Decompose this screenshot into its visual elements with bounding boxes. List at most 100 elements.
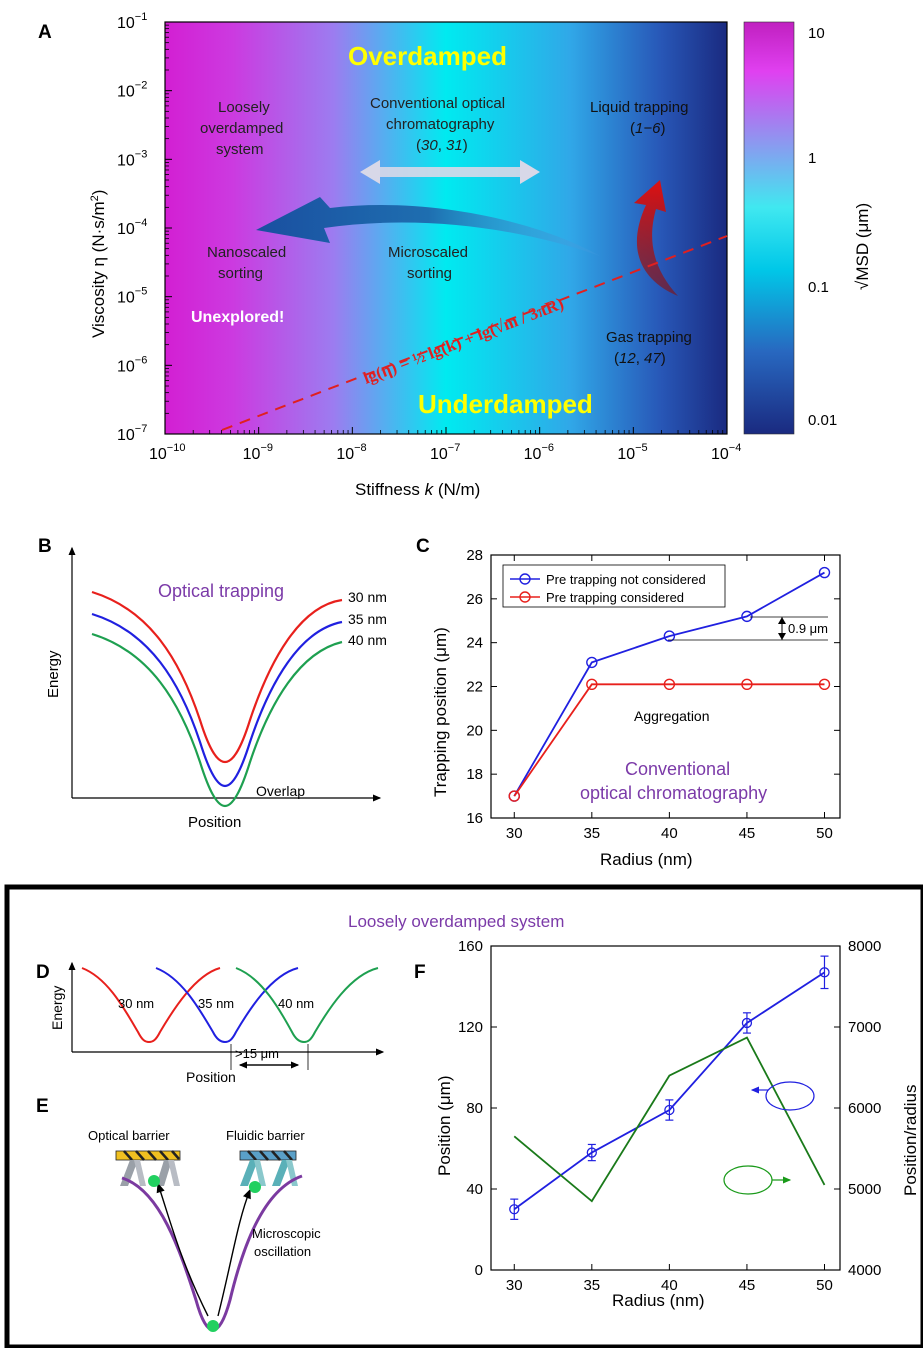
x-tick-label: 50 — [816, 825, 833, 842]
colorbar-tick: 0.1 — [808, 279, 829, 296]
x-tick-label: 35 — [583, 1277, 600, 1294]
y-tick-label: 24 — [466, 635, 483, 652]
y-tick-label: 18 — [466, 766, 483, 783]
x-tick-label: 30 — [506, 825, 523, 842]
data-point — [819, 967, 830, 978]
liquid-trapping-label: Liquid trapping — [590, 99, 688, 116]
panel-b: B Optical trapping 30 nm 35 nm 40 nm Ove… — [38, 536, 387, 831]
x-tick-label: 45 — [739, 825, 756, 842]
oscillation-arrow-right — [217, 1188, 251, 1317]
x-tick-label: 40 — [661, 1277, 678, 1294]
y-tick-label: 10−7 — [117, 423, 147, 444]
x-tick-label: 35 — [583, 825, 600, 842]
x-tick-label: 10−7 — [430, 442, 460, 463]
right-y-tick-label: 4000 — [848, 1262, 881, 1279]
loosely-label-line3: system — [216, 141, 264, 158]
x-axis-label: Radius (nm) — [612, 1291, 705, 1310]
panel-c-label: C — [416, 536, 430, 557]
y-tick-label: 22 — [466, 679, 483, 696]
oscillation-arrow-left — [156, 1182, 209, 1317]
x-tick-label: 10−4 — [711, 442, 741, 463]
x-tick-label: 10−6 — [524, 442, 554, 463]
left-y-tick-label: 0 — [475, 1262, 483, 1279]
y-tick-label: 10−5 — [117, 286, 147, 307]
data-point — [741, 610, 753, 623]
panel-c-series — [508, 566, 831, 802]
y-tick-label: 10−4 — [117, 217, 147, 238]
data-point — [664, 1104, 675, 1116]
particle-icon — [249, 1181, 261, 1193]
right-y-tick-label: 6000 — [848, 1100, 881, 1117]
data-point — [586, 1147, 597, 1158]
oscillation-label-line2: oscillation — [254, 1244, 311, 1259]
microscaled-label-line1: Microscaled — [388, 244, 468, 261]
y-tick-label: 28 — [466, 547, 483, 564]
data-point — [818, 566, 831, 579]
energy-curve-40nm — [91, 632, 343, 808]
legend-entry: Pre trapping considered — [546, 590, 684, 605]
data-point — [663, 630, 676, 642]
x-tick-label: 40 — [661, 825, 678, 842]
y-tick-label: 10−2 — [117, 80, 147, 101]
right-axis-indicator — [723, 1165, 773, 1195]
liquid-trapping-refs: (1−6) — [630, 120, 665, 137]
underdamped-label: Underdamped — [418, 389, 593, 419]
colorbar-tick: 0.01 — [808, 412, 837, 429]
energy-curve-30nm — [91, 590, 343, 764]
overdamped-label: Overdamped — [348, 41, 507, 71]
data-point — [741, 678, 753, 691]
box-header: Loosely overdamped system — [348, 912, 564, 931]
x-axis-label: Radius (nm) — [600, 850, 693, 869]
panel-a-label: A — [38, 22, 52, 43]
y-tick-label: 26 — [466, 591, 483, 608]
left-y-tick-label: 160 — [458, 938, 483, 955]
blue-sweep-arrow-icon — [256, 197, 600, 256]
series-line-0 — [513, 571, 825, 797]
x-axis-ticks: 10−10 10−9 10−8 10−7 10−6 10−5 10−4 — [149, 427, 741, 463]
gap-annotation: 0.9 μm — [668, 616, 828, 641]
oscillation-label-line1: Microscopic — [252, 1226, 321, 1241]
left-y-tick-label: 120 — [458, 1019, 483, 1036]
y-tick-label: 16 — [466, 810, 483, 827]
double-arrow-icon — [360, 160, 540, 184]
gas-trapping-label: Gas trapping — [606, 329, 692, 346]
curve-label: 40 nm — [348, 632, 387, 648]
x-axis-label: Position — [186, 1069, 236, 1085]
series-line-0 — [513, 971, 825, 1210]
data-point — [663, 678, 676, 691]
energy-curve-35nm — [91, 612, 343, 788]
y-tick-label: 10−6 — [117, 354, 147, 375]
x-tick-label: 10−5 — [617, 442, 647, 463]
panel-c-axes: 30 35 40 45 50 16 18 20 22 24 26 28 — [466, 547, 841, 842]
panel-b-label: B — [38, 536, 52, 557]
y-axis-label: Energy — [45, 650, 62, 698]
y-axis-ticks: 10−7 10−6 10−5 10−4 10−3 10−2 10−1 — [117, 11, 172, 444]
fluidic-barrier-label: Fluidic barrier — [226, 1128, 305, 1143]
conventional-label-line2: chromatography — [386, 116, 495, 133]
right-y-tick-label: 5000 — [848, 1181, 881, 1198]
red-curved-arrow-icon — [634, 180, 678, 296]
left-y-tick-label: 80 — [466, 1100, 483, 1117]
gap-label: 0.9 μm — [788, 621, 828, 636]
y-tick-label: 10−3 — [117, 148, 147, 169]
panel-a: A 10−10 10−9 10−8 10−7 10−6 10−5 10−4 10−7 10−6… — [38, 11, 872, 499]
left-axis-indicator — [765, 1081, 815, 1111]
chart-c-title-line2: optical chromatography — [580, 783, 767, 803]
colorbar-tick: 10 — [808, 25, 825, 42]
data-point — [586, 656, 598, 669]
nanoscaled-label-line1: Nanoscaled — [207, 244, 286, 261]
colorbar — [744, 22, 794, 434]
particle-icon — [148, 1175, 160, 1187]
conventional-label-line1: Conventional optical — [370, 95, 505, 112]
curve-label: 35 nm — [198, 996, 234, 1011]
panel-e-label: E — [36, 1096, 49, 1117]
legend-marker-blue — [519, 573, 531, 585]
x-tick-label: 45 — [739, 1277, 756, 1294]
chart-c-title-line1: Conventional — [625, 759, 730, 779]
x-axis-label: Position — [188, 814, 241, 831]
curve-label: 35 nm — [348, 611, 387, 627]
panel-e: E Optical barrier Fluidic barrier Micros… — [36, 1096, 321, 1332]
x-tick-label: 30 — [506, 1277, 523, 1294]
panel-b-title: Optical trapping — [158, 581, 284, 601]
